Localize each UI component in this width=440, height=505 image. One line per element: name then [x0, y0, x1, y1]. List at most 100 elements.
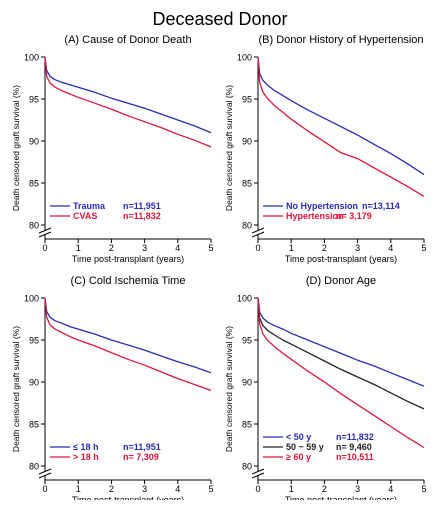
axis-break-mark	[251, 472, 265, 479]
x-tick-label: 3	[142, 484, 147, 494]
x-tick-label: 5	[421, 243, 426, 253]
y-tick-label: 90	[29, 137, 39, 147]
axis-break-mark	[38, 468, 52, 475]
panel-title: (B) Donor History of Hypertension	[258, 34, 423, 46]
x-axis-label: Time post-transplant (years)	[72, 254, 184, 264]
x-tick-label: 1	[76, 243, 81, 253]
chart-panel-1: (A) Cause of Donor Death 100 95 90 85 80 0 1 2 3 4…	[11, 34, 214, 264]
x-tick-label: 0	[42, 243, 47, 253]
legend-label: < 50 y	[286, 432, 311, 442]
y-tick-label: 80	[29, 221, 39, 231]
x-tick-label: 2	[109, 243, 114, 253]
chart-panel-3: (C) Cold Ischemia Time 100 95 90 85 80 0 1 2 3 4 5 T…	[11, 275, 214, 505]
x-tick-label: 0	[42, 484, 47, 494]
x-tick-label: 2	[322, 243, 327, 253]
y-tick-label: 100	[237, 53, 252, 63]
y-tick-label: 80	[29, 462, 39, 472]
y-tick-label: 80	[242, 462, 252, 472]
x-tick-label: 0	[255, 484, 260, 494]
legend-count: n=11,832	[123, 211, 161, 221]
chart-panel-4: (D) Donor Age 100 95 90 85 80 0 1 2 3 4 5 Time post-…	[224, 275, 427, 505]
y-tick-label: 85	[242, 420, 252, 430]
y-tick-label: 100	[24, 53, 39, 63]
x-tick-label: 5	[208, 484, 213, 494]
legend-label: ≤ 18 h	[73, 442, 98, 452]
x-tick-label: 2	[322, 484, 327, 494]
chart-panel-2: (B) Donor History of Hypertension 100 95 90…	[224, 34, 427, 264]
legend-label: > 18 h	[73, 452, 99, 462]
series-line-2	[257, 297, 425, 410]
legend-label: 50 ~ 59 y	[286, 442, 324, 452]
y-axis-label: Death censored graft survival (%)	[11, 85, 21, 211]
axis-break-mark	[38, 227, 52, 234]
x-tick-label: 5	[421, 484, 426, 494]
legend-count: n=11,951	[123, 201, 161, 211]
y-tick-label: 85	[29, 420, 39, 430]
axis-break-mark	[251, 231, 265, 238]
x-tick-label: 4	[388, 484, 393, 494]
legend-label: ≥ 60 y	[286, 452, 311, 462]
panel-title: (D) Donor Age	[306, 275, 376, 287]
legend-count: n=11,951	[123, 442, 161, 452]
series-line-3	[257, 297, 425, 449]
legend-label: No Hypertension	[286, 201, 358, 211]
axis-break-gap	[252, 230, 264, 235]
y-tick-label: 85	[29, 179, 39, 189]
x-tick-label: 1	[76, 484, 81, 494]
x-tick-label: 1	[289, 484, 294, 494]
x-axis-label: Time post-transplant (years)	[285, 254, 397, 264]
legend-count: n= 3,179	[336, 211, 372, 221]
y-axis-label: Death censored graft survival (%)	[11, 326, 21, 452]
series-line-2	[44, 56, 212, 148]
y-tick-label: 95	[242, 95, 252, 105]
y-axis-label: Death censored graft survival (%)	[224, 326, 234, 452]
main-title: Deceased Donor	[152, 9, 287, 29]
axis-break-mark	[38, 231, 52, 238]
y-tick-label: 85	[242, 179, 252, 189]
legend-count: n= 7,309	[123, 452, 159, 462]
series-line-1	[44, 297, 212, 374]
axis-break-gap	[39, 230, 51, 235]
x-tick-label: 4	[175, 243, 180, 253]
y-tick-label: 100	[24, 294, 39, 304]
axis-break-mark	[38, 472, 52, 479]
panel-title: (A) Cause of Donor Death	[64, 34, 191, 46]
legend-count: n=11,832	[336, 432, 374, 442]
x-axis-label: Time post-transplant (years)	[285, 495, 397, 500]
series-line-2	[44, 297, 212, 392]
y-tick-label: 95	[29, 336, 39, 346]
y-tick-label: 90	[242, 378, 252, 388]
axis-break-gap	[39, 471, 51, 476]
series-line-1	[44, 56, 212, 134]
axis-break-mark	[251, 468, 265, 475]
x-tick-label: 1	[289, 243, 294, 253]
y-tick-label: 90	[29, 378, 39, 388]
legend-label: Hypertension	[286, 211, 344, 221]
axis-break-mark	[251, 227, 265, 234]
legend-label: Trauma	[73, 201, 106, 211]
legend-count: n= 9,460	[336, 442, 372, 452]
legend-count: n=10,511	[336, 452, 374, 462]
series-line-1	[257, 297, 425, 387]
y-tick-label: 90	[242, 137, 252, 147]
x-tick-label: 0	[255, 243, 260, 253]
x-axis-label: Time post-transplant (years)	[72, 495, 184, 500]
x-tick-label: 3	[142, 243, 147, 253]
axis-break-gap	[252, 471, 264, 476]
series-line-2	[257, 56, 425, 197]
panel-title: (C) Cold Ischemia Time	[71, 275, 186, 287]
y-tick-label: 80	[242, 221, 252, 231]
x-tick-label: 5	[208, 243, 213, 253]
y-tick-label: 100	[237, 294, 252, 304]
x-tick-label: 3	[355, 484, 360, 494]
y-tick-label: 95	[29, 95, 39, 105]
x-tick-label: 4	[388, 243, 393, 253]
x-tick-label: 4	[175, 484, 180, 494]
x-tick-label: 2	[109, 484, 114, 494]
y-axis-label: Death censored graft survival (%)	[224, 85, 234, 211]
series-line-1	[257, 56, 425, 176]
legend-count: n=13,114	[362, 201, 400, 211]
y-tick-label: 95	[242, 336, 252, 346]
